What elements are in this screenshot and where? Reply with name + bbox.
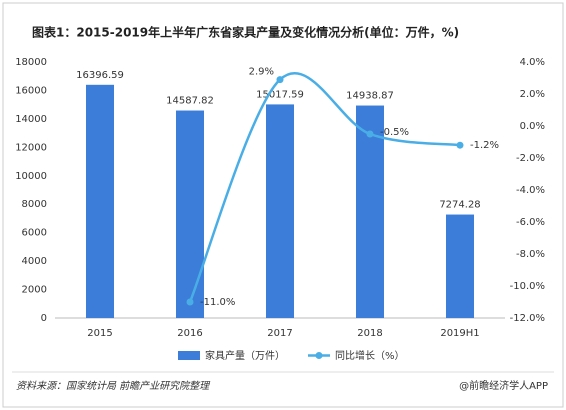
bar: [86, 84, 114, 319]
y-tick-label: 2000: [22, 285, 47, 296]
bar: [176, 110, 204, 319]
bar-value-label: 14587.82: [166, 96, 214, 107]
y-tick-label: 4000: [22, 256, 47, 267]
bar-value-label: 16396.59: [76, 70, 124, 81]
bar: [356, 105, 384, 318]
y2-tick-label: 2.0%: [520, 89, 545, 100]
y-tick-label: 18000: [15, 57, 47, 68]
x-tick-label: 2017: [267, 328, 292, 339]
line-point: [186, 298, 194, 306]
credit: @前瞻经济学人APP: [459, 379, 548, 392]
bar-value-label: 15017.59: [256, 89, 304, 100]
y2-tick-label: -6.0%: [516, 217, 545, 228]
line-point: [366, 130, 374, 138]
x-tick-label: 2018: [357, 328, 382, 339]
line-value-label: 2.9%: [249, 67, 274, 78]
x-tick-label: 2016: [177, 328, 202, 339]
y2-tick-label: 4.0%: [520, 57, 545, 68]
y-tick-label: 12000: [15, 142, 47, 153]
line-point: [456, 141, 464, 149]
legend-swatch: [178, 351, 200, 360]
legend-label: 同比增长（%）: [335, 349, 405, 362]
legend-swatch: [315, 352, 323, 359]
y2-tick-label: 0.0%: [520, 121, 545, 132]
legend-label: 家具产量（万件）: [205, 349, 285, 362]
bar-value-label: 14938.87: [346, 91, 394, 102]
y-tick-label: 14000: [15, 114, 47, 125]
line-value-label: -11.0%: [200, 297, 235, 308]
y-tick-label: 10000: [15, 171, 47, 182]
y2-tick-label: -8.0%: [516, 249, 545, 260]
y-tick-label: 16000: [15, 85, 47, 96]
y2-tick-label: -2.0%: [516, 153, 545, 164]
bar: [446, 214, 474, 318]
y2-tick-label: -12.0%: [510, 313, 545, 324]
line-value-label: -1.2%: [470, 140, 499, 151]
bar: [266, 104, 294, 318]
y2-tick-label: -10.0%: [510, 281, 545, 292]
x-tick-label: 2019H1: [440, 328, 479, 339]
line: [188, 71, 461, 303]
y-tick-label: 0: [41, 313, 47, 324]
y-tick-label: 6000: [22, 228, 47, 239]
chart-title: 图表1：2015-2019年上半年广东省家具产量及变化情况分析(单位：万件，%): [32, 25, 459, 40]
bar-value-label: 7274.28: [439, 200, 480, 211]
x-tick-label: 2015: [87, 328, 112, 339]
y2-tick-label: -4.0%: [516, 185, 545, 196]
source: 资料来源：国家统计局 前瞻产业研究院整理: [16, 380, 211, 392]
line-point: [276, 76, 284, 84]
line-value-label: -0.5%: [380, 127, 409, 138]
y-tick-label: 8000: [22, 199, 47, 210]
